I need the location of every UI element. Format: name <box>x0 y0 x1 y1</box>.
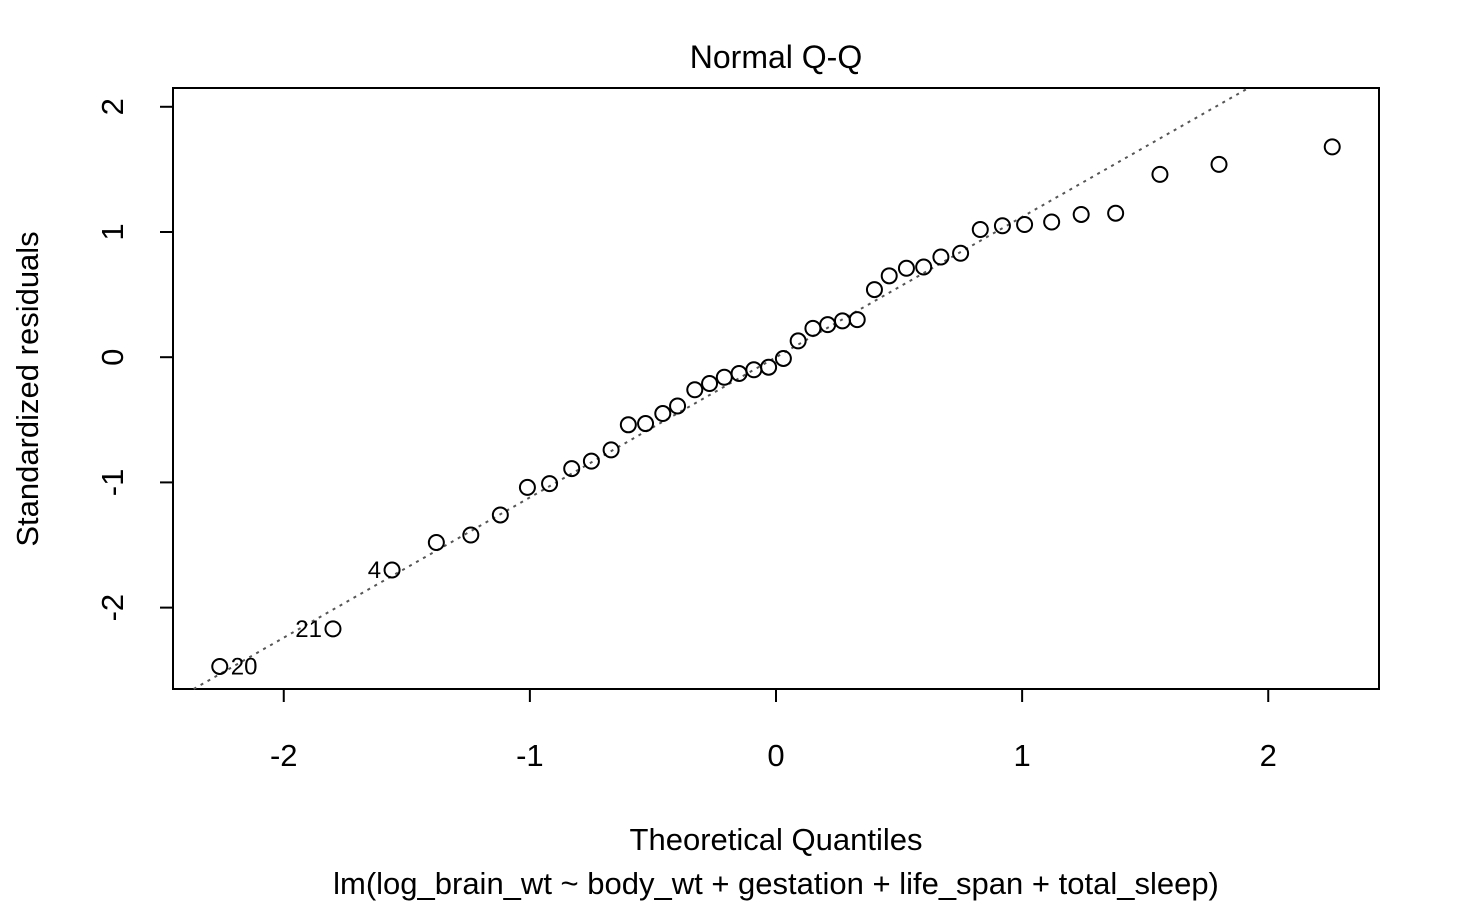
data-point <box>745 361 763 379</box>
data-point <box>1323 138 1341 156</box>
points-layer: 20 21 4 <box>211 138 1341 680</box>
y-tick-label: 0 <box>95 349 130 366</box>
point-label: 20 <box>231 653 258 680</box>
point-label: 21 <box>295 616 322 643</box>
y-tick-label: -2 <box>95 594 130 622</box>
y-tick-label: -1 <box>95 469 130 497</box>
data-point <box>804 319 822 337</box>
data-point <box>669 397 687 415</box>
x-axis-title: Theoretical Quantiles <box>630 822 923 857</box>
x-tick-label: -2 <box>270 738 298 773</box>
data-point <box>993 217 1011 235</box>
data-point <box>491 506 509 524</box>
data-point <box>383 561 401 579</box>
reference-line <box>193 87 1249 690</box>
data-point <box>1043 213 1061 231</box>
data-point <box>563 460 581 478</box>
data-point <box>774 349 792 367</box>
chart-title: Normal Q-Q <box>690 39 862 75</box>
data-point <box>819 316 837 334</box>
data-point <box>541 475 559 493</box>
data-point <box>619 416 637 434</box>
data-point <box>952 244 970 262</box>
x-tick-label: 0 <box>767 738 784 773</box>
data-point <box>602 441 620 459</box>
data-point <box>1210 155 1228 173</box>
x-tick-label: 2 <box>1260 738 1277 773</box>
y-tick-label: 1 <box>95 223 130 240</box>
x-tick-label: 1 <box>1013 738 1030 773</box>
data-point <box>760 358 778 376</box>
data-point <box>582 452 600 470</box>
data-point <box>848 311 866 329</box>
data-point <box>833 312 851 330</box>
plot-frame <box>172 87 1380 690</box>
data-point <box>518 478 536 496</box>
reference-line-layer <box>193 87 1249 690</box>
data-point <box>789 332 807 350</box>
data-point <box>897 259 915 277</box>
data-point <box>932 248 950 266</box>
x-tick-label: -1 <box>516 738 544 773</box>
data-point <box>637 415 655 433</box>
data-point <box>1072 205 1090 223</box>
data-point <box>462 526 480 544</box>
y-axis: -2 -1 0 1 2 <box>95 98 173 621</box>
data-point <box>211 657 229 675</box>
data-point <box>915 258 933 276</box>
y-axis-title: Standardized residuals <box>10 231 45 546</box>
y-tick-label: 2 <box>95 98 130 115</box>
data-point <box>715 368 733 386</box>
data-point <box>1151 165 1169 183</box>
point-label: 4 <box>368 557 381 584</box>
data-point <box>865 281 883 299</box>
data-point <box>701 374 719 392</box>
data-point <box>730 364 748 382</box>
chart-subtitle: lm(log_brain_wt ~ body_wt + gestation + … <box>333 866 1219 901</box>
data-point <box>686 381 704 399</box>
data-point <box>1016 215 1034 233</box>
data-point <box>880 267 898 285</box>
data-point <box>1107 204 1125 222</box>
data-point <box>324 620 342 638</box>
data-point <box>971 220 989 238</box>
data-point <box>427 534 445 552</box>
x-axis: -2 -1 0 1 2 <box>270 689 1277 773</box>
data-point <box>654 405 672 423</box>
